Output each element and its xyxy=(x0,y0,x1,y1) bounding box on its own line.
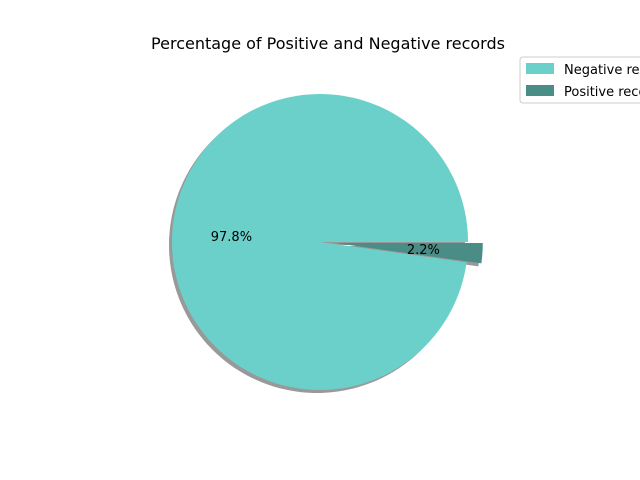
legend-swatch-positive xyxy=(526,85,554,96)
pct-label-positive-records: 2.2% xyxy=(407,243,440,258)
pie-slice-negative-records xyxy=(172,93,469,390)
legend-label-negative: Negative records xyxy=(564,63,640,78)
legend: Negative records Positive records xyxy=(519,56,640,104)
pie-slice-positive-records xyxy=(334,243,483,264)
pct-label-negative-records: 97.8% xyxy=(211,230,252,245)
pie-slices xyxy=(172,93,483,390)
legend-swatch-negative xyxy=(526,63,554,74)
percentage-labels: 97.8% 2.2% xyxy=(211,230,440,258)
chart-title: Percentage of Positive and Negative reco… xyxy=(151,34,505,53)
legend-label-positive: Positive records xyxy=(564,85,640,100)
